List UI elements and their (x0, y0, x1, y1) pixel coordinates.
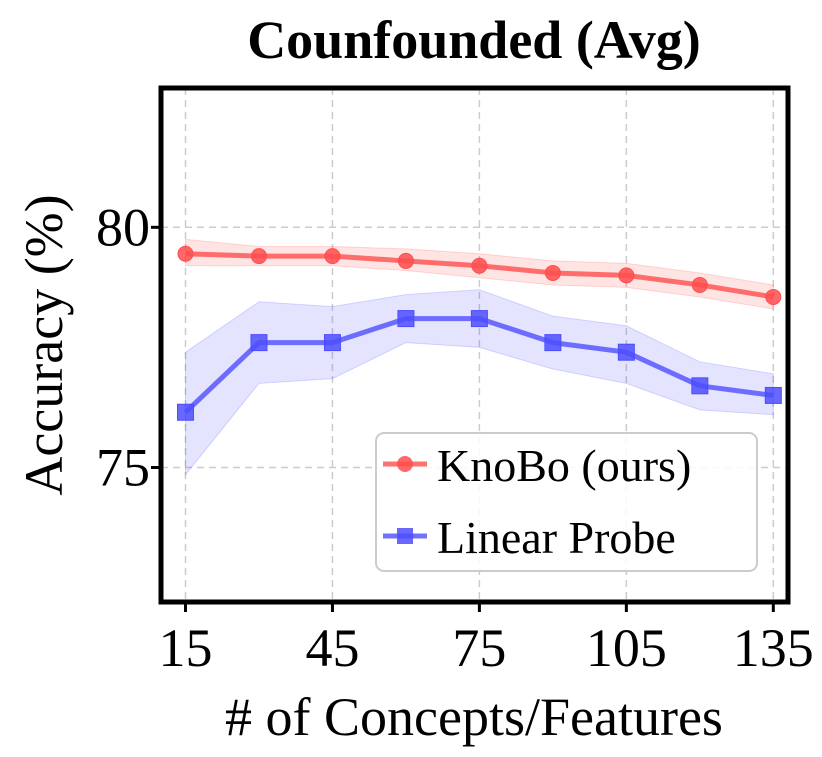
x-tick-label: 135 (733, 618, 814, 678)
legend-marker-linear-probe (397, 528, 413, 544)
point-linear-probe (250, 334, 268, 352)
x-tick-label: 15 (158, 618, 212, 678)
point-linear-probe (323, 334, 341, 352)
point-knobo-ours (250, 248, 267, 265)
point-knobo-ours (618, 267, 635, 284)
point-knobo-ours (471, 257, 488, 274)
x-axis-label: # of Concepts/Features (225, 687, 723, 747)
legend-label-linear-probe: Linear Probe (437, 512, 676, 563)
y-tick-labels: 75 80 (96, 197, 161, 497)
x-tick-label: 45 (305, 618, 359, 678)
point-linear-probe (617, 343, 635, 361)
point-linear-probe (397, 310, 415, 328)
legend-marker-knobo (397, 456, 413, 472)
point-knobo-ours (397, 252, 414, 269)
point-linear-probe (764, 386, 782, 404)
point-linear-probe (470, 310, 488, 328)
y-tick-label: 80 (96, 197, 150, 257)
chart-title: Counfounded (Avg) (247, 10, 701, 70)
series-markers (176, 245, 782, 421)
point-knobo-ours (324, 248, 341, 265)
point-knobo-ours (691, 276, 708, 293)
point-knobo-ours (765, 288, 782, 305)
legend: KnoBo (ours) Linear Probe (375, 432, 758, 572)
y-axis-label: Accuracy (%) (14, 194, 74, 495)
x-tick-labels: 15 45 75 105 135 (158, 602, 814, 678)
x-tick-label: 105 (586, 618, 667, 678)
point-knobo-ours (544, 264, 561, 281)
point-linear-probe (691, 377, 709, 395)
y-tick-label: 75 (96, 437, 150, 497)
x-tick-label: 75 (452, 618, 506, 678)
point-linear-probe (176, 403, 194, 421)
legend-label-knobo: KnoBo (ours) (437, 440, 691, 491)
legend-box (375, 432, 758, 572)
plot-frame (158, 85, 791, 605)
point-linear-probe (544, 334, 562, 352)
point-knobo-ours (177, 245, 194, 262)
